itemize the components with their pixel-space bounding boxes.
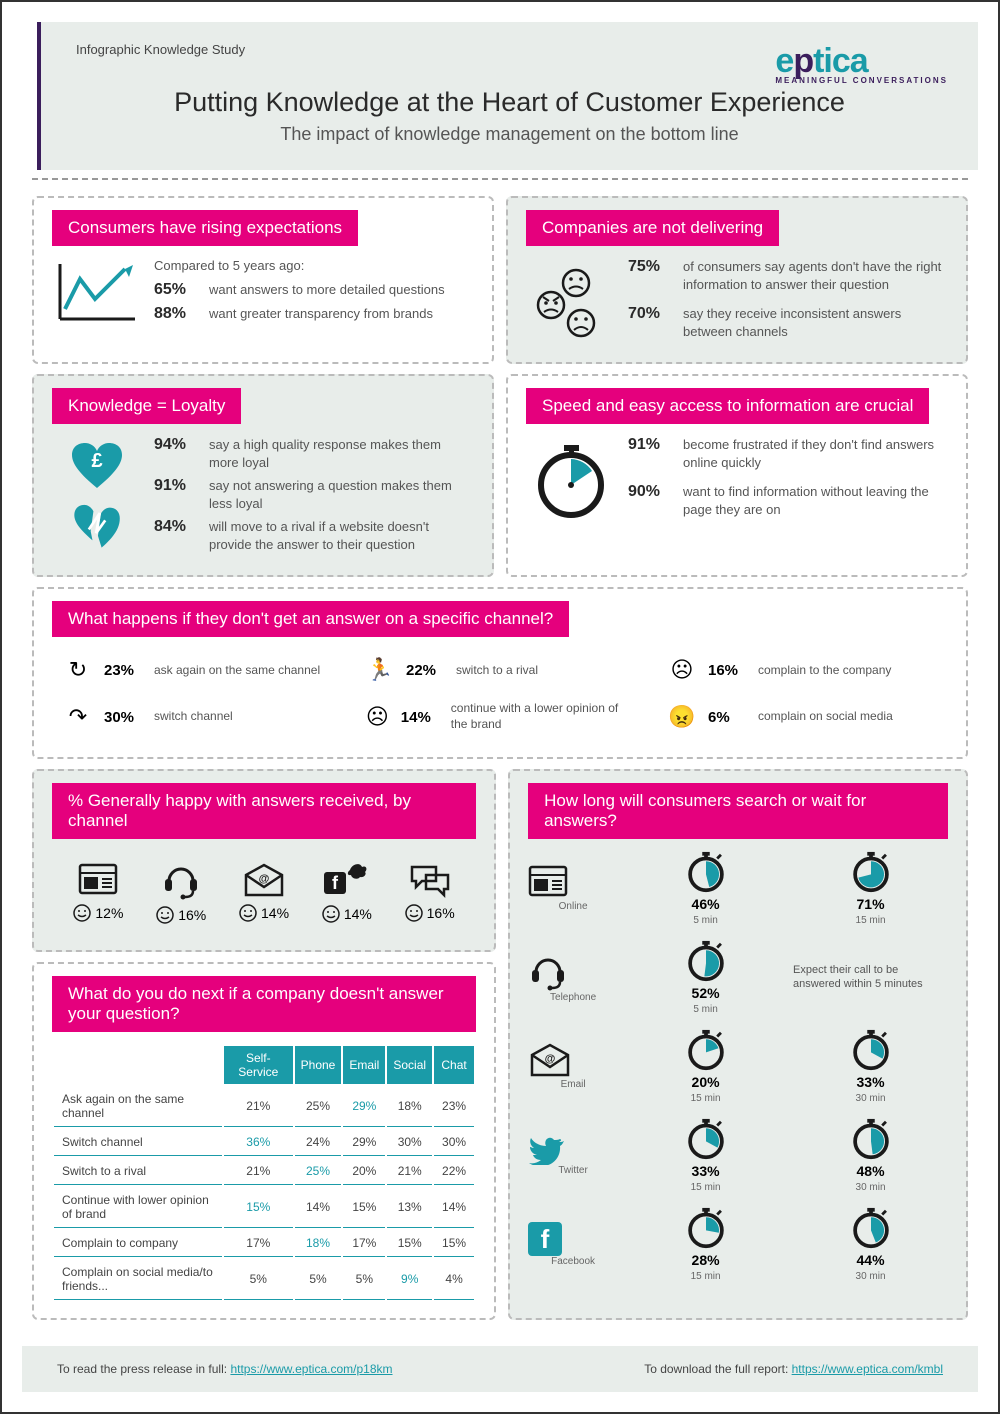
- delivering-box: Companies are not delivering 75%of consu…: [506, 196, 968, 364]
- happy-box: % Generally happy with answers received,…: [32, 769, 496, 952]
- svg-text:f: f: [332, 873, 339, 893]
- table-row: Switch to a rival21%25%20%21%22%: [54, 1158, 474, 1185]
- logo-tagline: MEANINGFUL CONVERSATIONS: [775, 76, 948, 85]
- action-icon: ☹: [364, 704, 391, 730]
- next-table-box: What do you do next if a company doesn't…: [32, 962, 496, 1320]
- action-item: ↷30%switch channel: [62, 701, 334, 732]
- channel-icon: f: [322, 862, 372, 900]
- page-subtitle: The impact of knowledge management on th…: [76, 124, 943, 145]
- wait-box: How long will consumers search or wait f…: [508, 769, 968, 1320]
- stat-row: 91%say not answering a question makes th…: [154, 477, 474, 512]
- hearts-icon: £: [52, 436, 142, 559]
- action-item: ↻23%ask again on the same channel: [62, 657, 334, 683]
- stat-row: 90%want to find information without leav…: [628, 483, 948, 518]
- svg-text:@: @: [545, 1053, 556, 1065]
- svg-text:£: £: [91, 450, 102, 472]
- content-grid: Consumers have rising expectations Compa…: [2, 188, 998, 1338]
- channel-item: f14%: [322, 862, 372, 923]
- chart-icon: [52, 258, 142, 329]
- action-item: 🏃22%switch to a rival: [364, 657, 636, 683]
- wait-row: @Email 20%15 min 33%30 min: [528, 1029, 948, 1104]
- channel-icon: [408, 863, 452, 899]
- speed-box: Speed and easy access to information are…: [506, 374, 968, 577]
- wait-channel-icon: @: [528, 1043, 618, 1079]
- sad-faces-icon: [526, 258, 616, 346]
- wait-row: Twitter 33%15 min 48%30 min: [528, 1118, 948, 1193]
- logo: epticaMEANINGFUL CONVERSATIONS: [775, 42, 948, 85]
- table-row: Complain to company17%18%17%15%15%: [54, 1230, 474, 1257]
- channel-item: 12%: [73, 863, 123, 922]
- channel-item: @14%: [239, 863, 289, 922]
- box-title: What happens if they don't get an answer…: [52, 601, 569, 637]
- table-row: Ask again on the same channel21%25%29%18…: [54, 1086, 474, 1127]
- table-row: Complain on social media/to friends...5%…: [54, 1259, 474, 1300]
- channel-icon: @: [242, 863, 286, 899]
- wait-channel-icon: [528, 1135, 618, 1165]
- stat-row: 94%say a high quality response makes the…: [154, 436, 474, 471]
- box-title: How long will consumers search or wait f…: [528, 783, 948, 839]
- action-icon: ↻: [62, 657, 94, 683]
- infographic-page: Infographic Knowledge Study epticaMEANIN…: [0, 0, 1000, 1414]
- action-icon: ↷: [62, 704, 94, 730]
- stat-row: 91%become frustrated if they don't find …: [628, 436, 948, 471]
- channel-icon: [161, 861, 201, 901]
- footer: To read the press release in full: https…: [22, 1346, 978, 1392]
- svg-text:f: f: [541, 1224, 550, 1254]
- stat-row: 88%want greater transparency from brands: [154, 305, 474, 323]
- stat-row: 65%want answers to more detailed questio…: [154, 281, 474, 299]
- svg-text:@: @: [259, 873, 270, 885]
- box-title: Speed and easy access to information are…: [526, 388, 929, 424]
- page-title: Putting Knowledge at the Heart of Custom…: [76, 87, 943, 118]
- no-answer-box: What happens if they don't get an answer…: [32, 587, 968, 758]
- divider: [32, 178, 968, 180]
- wait-row: Telephone 52%5 min Expect their call to …: [528, 940, 948, 1015]
- next-table: Self-ServicePhoneEmailSocialChatAsk agai…: [52, 1044, 476, 1302]
- channel-item: 16%: [405, 863, 455, 922]
- footer-left-text: To read the press release in full:: [57, 1362, 230, 1376]
- table-row: Switch channel36%24%29%30%30%: [54, 1129, 474, 1156]
- box-title: Companies are not delivering: [526, 210, 779, 246]
- footer-right-text: To download the full report:: [644, 1362, 791, 1376]
- table-row: Continue with lower opinion of brand15%1…: [54, 1187, 474, 1228]
- stat-row: 75%of consumers say agents don't have th…: [628, 258, 948, 293]
- report-link[interactable]: https://www.eptica.com/kmbl: [792, 1362, 943, 1376]
- stat-row: 70%say they receive inconsistent answers…: [628, 305, 948, 340]
- channel-icon: [78, 863, 118, 899]
- box-title: Knowledge = Loyalty: [52, 388, 241, 424]
- stat-row: 84%will move to a rival if a website doe…: [154, 518, 474, 553]
- box-title: % Generally happy with answers received,…: [52, 783, 476, 839]
- wait-row: Online 46%5 min 71%15 min: [528, 851, 948, 926]
- box-title: What do you do next if a company doesn't…: [52, 976, 476, 1032]
- box-title: Consumers have rising expectations: [52, 210, 358, 246]
- clock-icon: [526, 436, 616, 524]
- action-icon: ☹: [666, 657, 698, 683]
- action-icon: 🏃: [364, 657, 396, 683]
- press-link[interactable]: https://www.eptica.com/p18km: [230, 1362, 392, 1376]
- expectations-box: Consumers have rising expectations Compa…: [32, 196, 494, 364]
- wait-channel-icon: f: [528, 1222, 618, 1256]
- action-icon: 😠: [666, 704, 698, 730]
- channel-item: 16%: [156, 861, 206, 924]
- wait-row: fFacebook 28%15 min 44%30 min: [528, 1207, 948, 1282]
- action-item: 😠6%complain on social media: [666, 701, 938, 732]
- action-item: ☹14%continue with a lower opinion of the…: [364, 701, 636, 732]
- compared-label: Compared to 5 years ago:: [154, 258, 474, 273]
- loyalty-box: Knowledge = Loyalty £ 94%say a high qual…: [32, 374, 494, 577]
- wait-channel-icon: [528, 952, 618, 992]
- wait-channel-icon: [528, 865, 618, 901]
- header: Infographic Knowledge Study epticaMEANIN…: [37, 22, 978, 170]
- action-item: ☹16%complain to the company: [666, 657, 938, 683]
